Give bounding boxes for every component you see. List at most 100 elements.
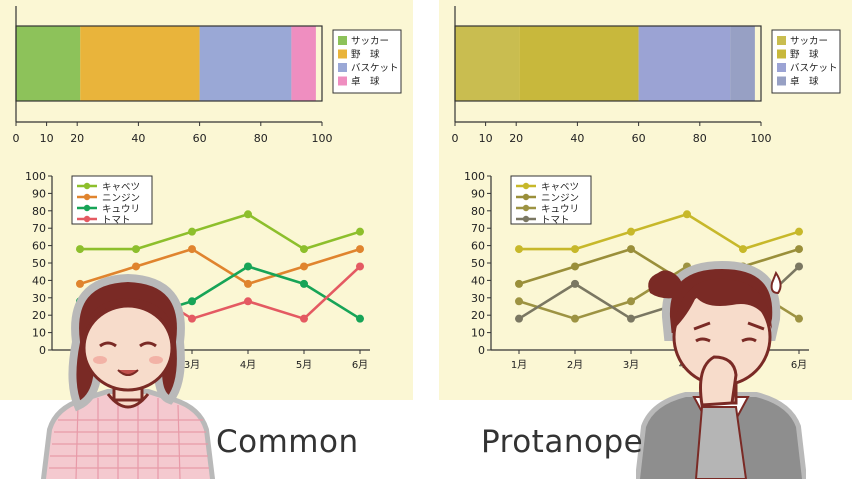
series-line-0 xyxy=(80,212,361,251)
bar-legend-label: 卓 球 xyxy=(790,76,819,88)
caption-common: Common xyxy=(216,424,359,460)
series-line-1 xyxy=(79,247,361,286)
line-x-tick-label: 6月 xyxy=(352,359,368,371)
line-x-tick-label: 6月 xyxy=(791,359,807,371)
bar-legend-swatch xyxy=(338,36,347,45)
series-point-3 xyxy=(795,262,803,271)
bar-legend-swatch xyxy=(777,63,786,72)
worried-man-illustration xyxy=(636,260,806,479)
line-y-tick-label: 60 xyxy=(32,240,46,253)
line-legend-label: トマト xyxy=(102,215,131,226)
line-y-tick-label: 0 xyxy=(39,344,46,357)
smiling-woman-illustration xyxy=(40,273,216,479)
series-point-1 xyxy=(627,245,635,254)
bar-legend-swatch xyxy=(338,63,347,72)
stacked-bar-segment-0 xyxy=(455,26,520,101)
bar-x-tick-label: 10 xyxy=(40,132,54,145)
series-point-0 xyxy=(76,245,84,254)
line-y-tick-label: 30 xyxy=(32,292,46,305)
series-point-1 xyxy=(300,262,308,271)
bar-x-tick-label: 100 xyxy=(312,132,333,145)
bar-x-tick-label: 0 xyxy=(13,132,20,145)
series-point-3 xyxy=(356,262,364,271)
line-legend-label: キュウリ xyxy=(102,204,140,215)
line-legend-marker xyxy=(522,215,530,223)
line-y-tick-label: 0 xyxy=(478,344,485,357)
series-point-3 xyxy=(515,314,523,323)
line-legend-label: キュウリ xyxy=(541,204,579,215)
stacked-bar-segment-3 xyxy=(291,26,316,101)
line-legend-label: キャベツ xyxy=(541,182,579,193)
bar-legend-swatch xyxy=(338,76,347,86)
series-point-2 xyxy=(627,297,635,306)
line-legend-label: ニンジン xyxy=(102,193,140,204)
bar-legend-label: 卓 球 xyxy=(351,76,380,88)
line-x-tick-label: 1月 xyxy=(511,359,527,371)
line-y-tick-label: 30 xyxy=(471,292,485,305)
stacked-bar-segment-0 xyxy=(16,26,81,101)
bar-x-tick-label: 60 xyxy=(193,132,207,145)
line-y-tick-label: 100 xyxy=(464,170,485,183)
line-y-tick-label: 10 xyxy=(32,327,46,340)
common-vision-panel: 0 10 20 40 60 80 100 サッカー野 球バスケット卓 球 0 10 20 30 40 50… xyxy=(0,0,413,400)
line-x-tick-label: 2月 xyxy=(567,359,583,371)
line-y-tick-label: 70 xyxy=(471,222,485,235)
protanope-vision-panel: 0 10 20 40 60 80 100 サッカー野 球バスケット卓 球 0 10 20 30 40 50… xyxy=(439,0,852,400)
series-point-0 xyxy=(683,210,691,219)
bar-x-tick-label: 80 xyxy=(254,132,268,145)
series-line-0 xyxy=(519,212,800,251)
bar-x-tick-label: 80 xyxy=(693,132,707,145)
line-x-tick-label: 3月 xyxy=(184,359,200,371)
stacked-bar-segment-1 xyxy=(519,26,639,101)
series-point-3 xyxy=(300,314,308,323)
stacked-bar-segment-3 xyxy=(730,26,755,101)
line-x-tick-label: 5月 xyxy=(296,359,312,371)
bar-legend-label: 野 球 xyxy=(351,49,380,61)
line-y-tick-label: 50 xyxy=(471,257,485,270)
series-point-3 xyxy=(627,314,635,323)
series-point-2 xyxy=(300,279,308,288)
bar-legend-label: サッカー xyxy=(790,36,828,47)
series-point-0 xyxy=(132,245,140,254)
line-legend-marker xyxy=(83,182,91,190)
stacked-bar-segment-2 xyxy=(199,26,292,101)
line-y-tick-label: 50 xyxy=(32,257,46,270)
line-y-tick-label: 10 xyxy=(471,327,485,340)
line-y-tick-label: 40 xyxy=(471,274,485,287)
stacked-bar-segment-1 xyxy=(80,26,200,101)
bar-x-tick-label: 40 xyxy=(570,132,584,145)
bar-x-tick-label: 100 xyxy=(751,132,772,145)
line-legend-marker xyxy=(83,215,91,223)
bar-legend-label: サッカー xyxy=(351,36,389,47)
bar-legend-swatch xyxy=(777,49,786,59)
bar-x-tick-label: 40 xyxy=(131,132,145,145)
series-point-0 xyxy=(571,245,579,254)
line-legend-marker xyxy=(522,193,530,201)
bar-legend-swatch xyxy=(777,36,786,45)
series-point-0 xyxy=(627,227,635,236)
caption-protanope: Protanope xyxy=(481,424,644,460)
line-y-tick-label: 90 xyxy=(471,187,485,200)
line-legend-label: トマト xyxy=(541,215,570,226)
stacked-bar-segment-2 xyxy=(638,26,731,101)
series-point-2 xyxy=(356,314,364,323)
line-y-tick-label: 20 xyxy=(32,309,46,322)
series-point-1 xyxy=(244,279,252,288)
series-point-2 xyxy=(795,314,803,323)
line-y-tick-label: 80 xyxy=(32,205,46,218)
series-point-1 xyxy=(515,279,523,288)
line-legend-marker xyxy=(522,182,530,190)
line-y-tick-label: 70 xyxy=(32,222,46,235)
line-legend-label: ニンジン xyxy=(541,193,579,204)
bar-x-tick-label: 10 xyxy=(479,132,493,145)
line-legend-marker xyxy=(83,193,91,201)
bar-legend-label: バスケット xyxy=(790,63,838,74)
bar-legend-swatch xyxy=(338,49,347,59)
series-point-1 xyxy=(795,245,803,254)
series-point-3 xyxy=(571,279,579,288)
series-point-3 xyxy=(188,314,196,323)
series-point-2 xyxy=(244,262,252,271)
line-y-tick-label: 80 xyxy=(471,205,485,218)
series-point-2 xyxy=(515,297,523,306)
